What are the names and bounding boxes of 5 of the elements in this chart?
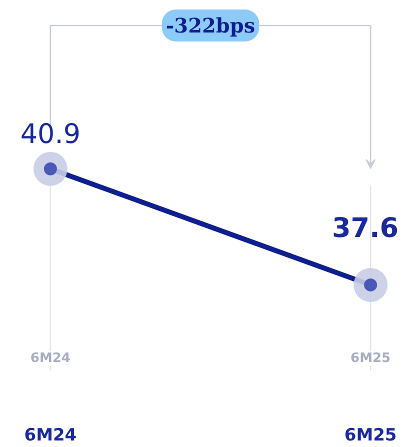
category-label: 6M25 bbox=[344, 426, 397, 446]
data-label: 37.6 bbox=[332, 212, 399, 244]
category-label: 6M24 bbox=[24, 426, 77, 446]
data-label: 40.9 bbox=[20, 118, 81, 150]
text: -322bps bbox=[166, 14, 256, 38]
